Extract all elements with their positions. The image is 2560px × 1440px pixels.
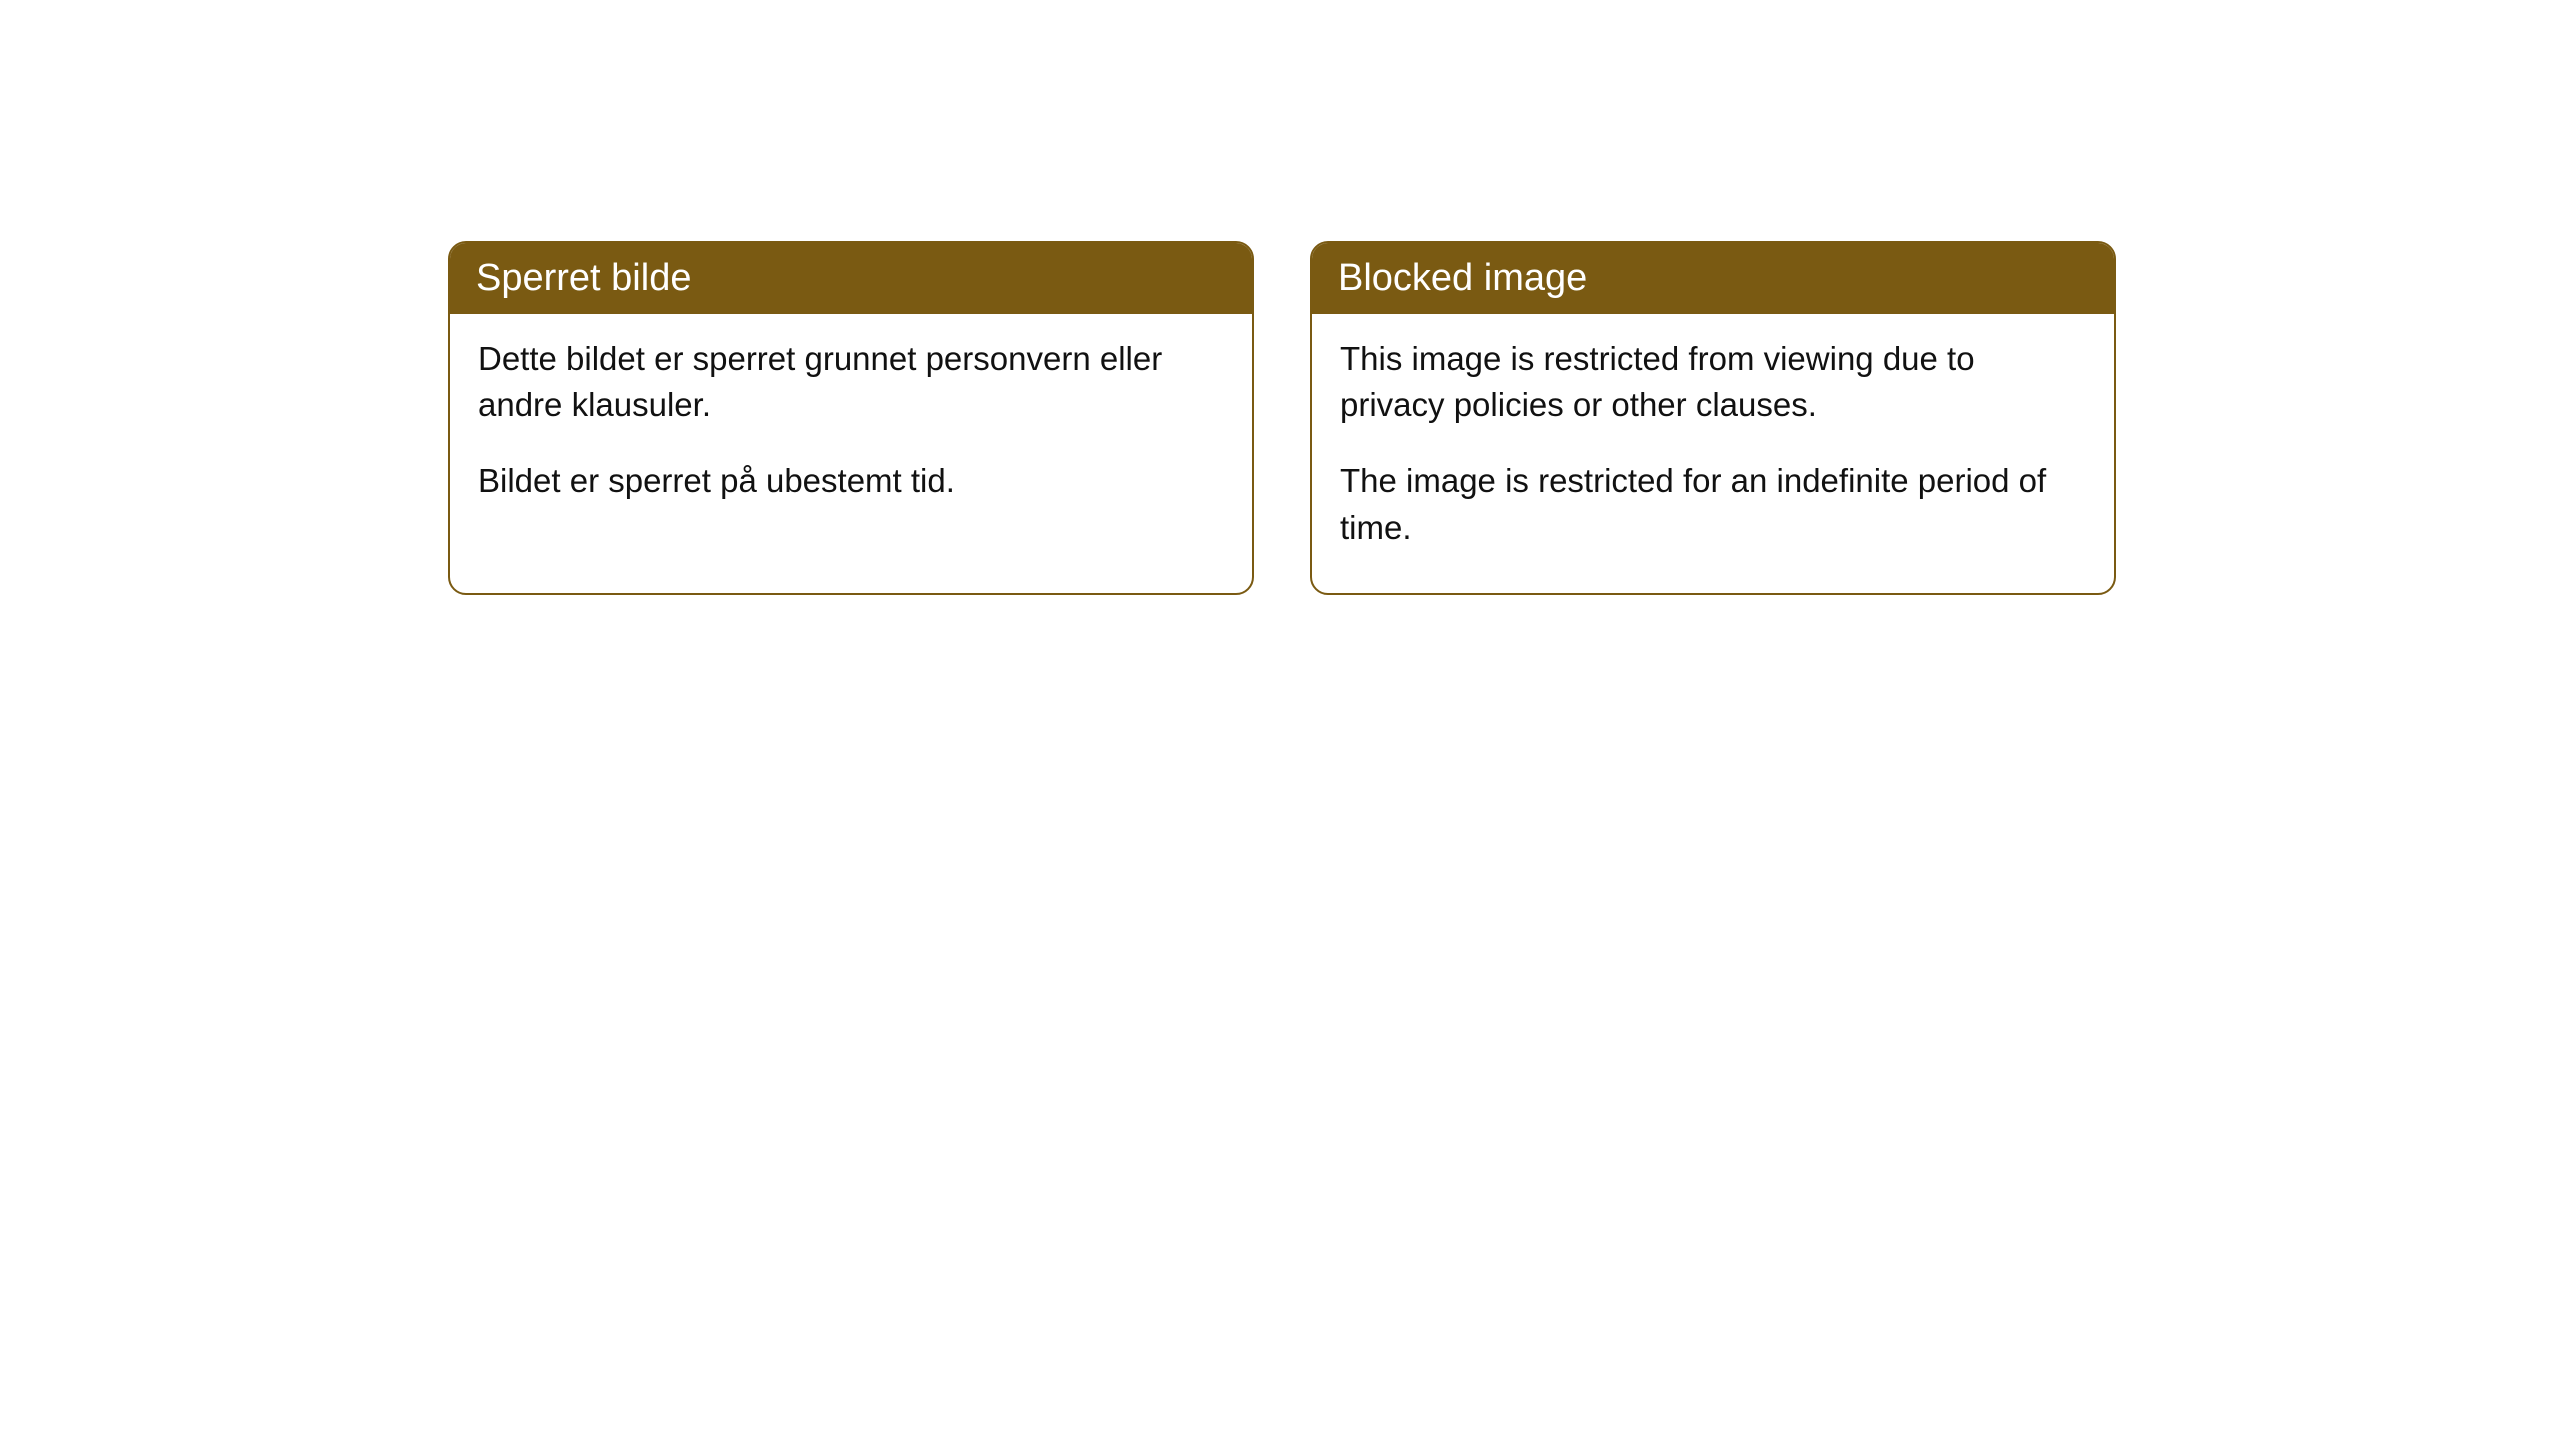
- card-header: Sperret bilde: [450, 243, 1252, 314]
- card-paragraph: This image is restricted from viewing du…: [1340, 336, 2086, 428]
- card-paragraph: Dette bildet er sperret grunnet personve…: [478, 336, 1224, 428]
- card-header: Blocked image: [1312, 243, 2114, 314]
- card-paragraph: The image is restricted for an indefinit…: [1340, 458, 2086, 550]
- card-body: Dette bildet er sperret grunnet personve…: [450, 314, 1252, 547]
- card-body: This image is restricted from viewing du…: [1312, 314, 2114, 593]
- notice-card-norwegian: Sperret bilde Dette bildet er sperret gr…: [448, 241, 1254, 595]
- card-paragraph: Bildet er sperret på ubestemt tid.: [478, 458, 1224, 504]
- card-title: Sperret bilde: [476, 257, 691, 299]
- card-title: Blocked image: [1338, 257, 1587, 299]
- notice-cards-container: Sperret bilde Dette bildet er sperret gr…: [0, 0, 2560, 595]
- notice-card-english: Blocked image This image is restricted f…: [1310, 241, 2116, 595]
